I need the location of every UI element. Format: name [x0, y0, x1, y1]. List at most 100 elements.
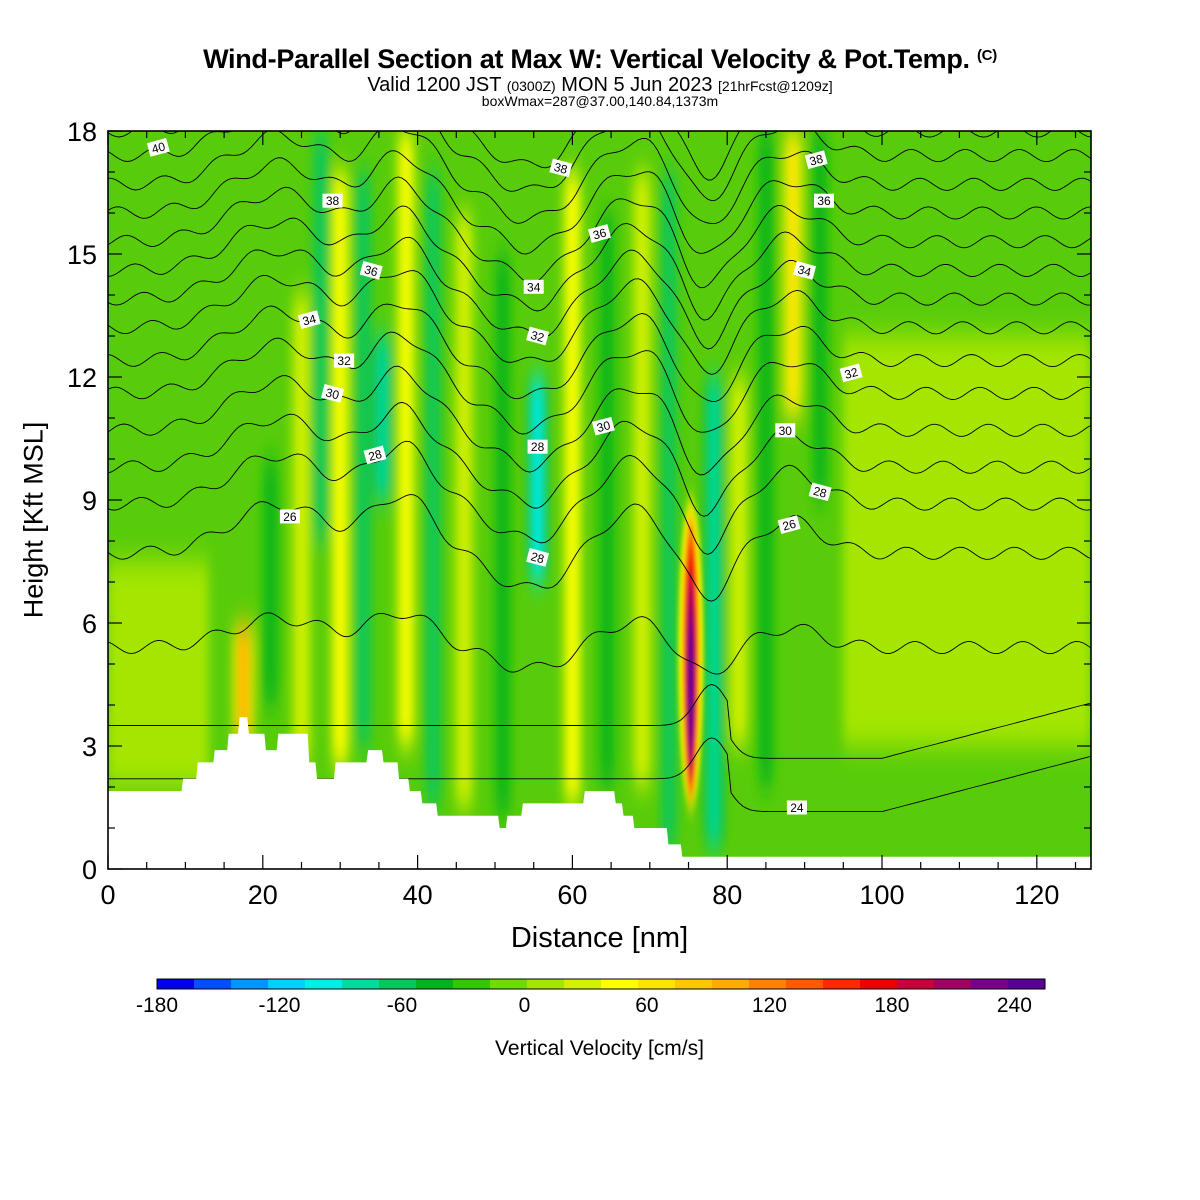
contour-label: 34	[523, 279, 544, 294]
copyright-mark: (C)	[976, 47, 997, 64]
w-band	[334, 172, 347, 767]
contour-label: 30	[775, 423, 796, 438]
contour-label: 38	[322, 193, 343, 208]
y-tick-label: 0	[82, 855, 97, 885]
colorbar-swatch	[971, 979, 1009, 989]
valid-time-line: Valid 1200 JST (0300Z) MON 5 Jun 2023 [2…	[0, 74, 1200, 97]
theta-contour-27	[108, 494, 1091, 602]
y-tick-label: 15	[67, 240, 97, 270]
contour-label-text: 36	[363, 262, 380, 279]
contour-label-text: 28	[531, 440, 545, 454]
contour-label-text: 34	[796, 262, 813, 279]
contour-label-bg	[549, 158, 573, 178]
w-band	[787, 131, 799, 418]
y-tick-label: 9	[82, 486, 97, 516]
contour-label-bg	[523, 279, 544, 294]
contour-labels: 40 38 36 34 32 30 28 26 38 36 34 32 30 28 28 38 36 34 32 30…	[146, 138, 863, 815]
w-band	[636, 172, 648, 787]
w-band	[814, 131, 826, 500]
vertical-velocity-field	[108, 131, 1091, 849]
w-band	[663, 172, 675, 849]
theta-contour-35	[108, 205, 1091, 321]
w-band	[376, 336, 389, 500]
theta-contour-37	[108, 150, 1091, 255]
colorbar-swatch	[1008, 979, 1046, 989]
contour-label-bg	[777, 515, 801, 534]
colorbar-swatch	[527, 979, 565, 989]
valid-utc: (0300Z)	[506, 78, 556, 94]
w-band	[315, 131, 327, 541]
colorbar-swatch	[786, 979, 824, 989]
plot-area: 40 38 36 34 32 30 28 26 38 36 34 32 30 28 28 38 36 34 32 30…	[108, 131, 1091, 869]
contour-label: 30	[591, 416, 615, 436]
contour-label: 24	[786, 800, 807, 815]
theta-contour-29	[108, 401, 1091, 517]
colorbar-tick-label: 60	[635, 994, 658, 1017]
contour-label: 28	[527, 439, 548, 454]
contour-label: 36	[359, 261, 383, 280]
contour-label-bg	[322, 193, 343, 208]
valid-prefix: Valid 1200 JST	[367, 74, 502, 96]
colorbar-tick-label: -60	[387, 994, 417, 1017]
y-tick-label: 12	[67, 363, 97, 393]
contour-label-text: 28	[529, 549, 546, 566]
w-band	[601, 213, 614, 787]
contour-label-bg	[804, 150, 828, 170]
x-tick-label: 60	[557, 880, 587, 910]
contour-label: 32	[334, 353, 355, 368]
x-tick-label: 120	[1014, 880, 1059, 910]
contour-label-text: 40	[150, 139, 167, 156]
contour-label-bg	[527, 439, 548, 454]
colorbar-swatch	[416, 979, 454, 989]
contour-label-bg	[359, 261, 383, 280]
contour-label-bg	[526, 548, 550, 567]
contour-label-text: 28	[367, 447, 384, 464]
colorbar-swatch	[305, 979, 343, 989]
y-tick-label: 6	[82, 609, 97, 639]
contour-label-bg	[775, 423, 796, 438]
contour-label-text: 26	[283, 510, 297, 524]
contour-label: 28	[363, 445, 387, 465]
contour-label-text: 26	[781, 517, 798, 534]
colorbar-tick-label: 0	[519, 994, 531, 1017]
contour-label-bg	[839, 363, 863, 383]
w-band	[357, 172, 370, 746]
contour-label-text: 34	[301, 312, 318, 329]
contour-label-bg	[363, 445, 387, 465]
theta-contour-34	[108, 236, 1091, 350]
colorbar-tick-label: -180	[136, 994, 178, 1017]
colorbar-swatch	[638, 979, 676, 989]
colorbar-swatch	[342, 979, 380, 989]
y-tick-label: 3	[82, 732, 97, 762]
theta-contour-38	[108, 131, 1091, 225]
colorbar-tick-label: 240	[997, 994, 1032, 1017]
contour-label: 34	[793, 261, 817, 280]
contour-label-bg	[146, 138, 170, 157]
y-axis-label: Height [Kft MSL]	[18, 421, 49, 619]
contour-label: 34	[297, 310, 321, 329]
contour-label-bg	[793, 261, 817, 280]
contour-label-text: 28	[812, 484, 829, 501]
theta-contour-28	[108, 440, 1091, 555]
contour-label-bg	[591, 416, 615, 436]
theta-contour-36	[108, 176, 1091, 289]
contour-label: 32	[526, 326, 550, 346]
colorbar-tick-label: 120	[752, 994, 787, 1017]
w-broad-west	[108, 561, 209, 787]
contour-label-bg	[588, 224, 611, 243]
contour-label-text: 32	[337, 354, 351, 368]
w-band	[458, 213, 470, 808]
forecast-info: [21hrFcst@1209z]	[718, 78, 833, 94]
x-tick-label: 20	[248, 880, 278, 910]
contour-label: 28	[526, 548, 550, 567]
colorbar-swatch	[823, 979, 861, 989]
colorbar-swatch	[231, 979, 269, 989]
contour-label: 32	[839, 363, 863, 383]
chart-title: Wind-Parallel Section at Max W: Vertical…	[0, 44, 1200, 75]
contour-label-bg	[526, 326, 550, 346]
contour-label-bg	[297, 310, 321, 329]
x-tick-label: 100	[859, 880, 904, 910]
colorbar-swatch	[712, 979, 750, 989]
